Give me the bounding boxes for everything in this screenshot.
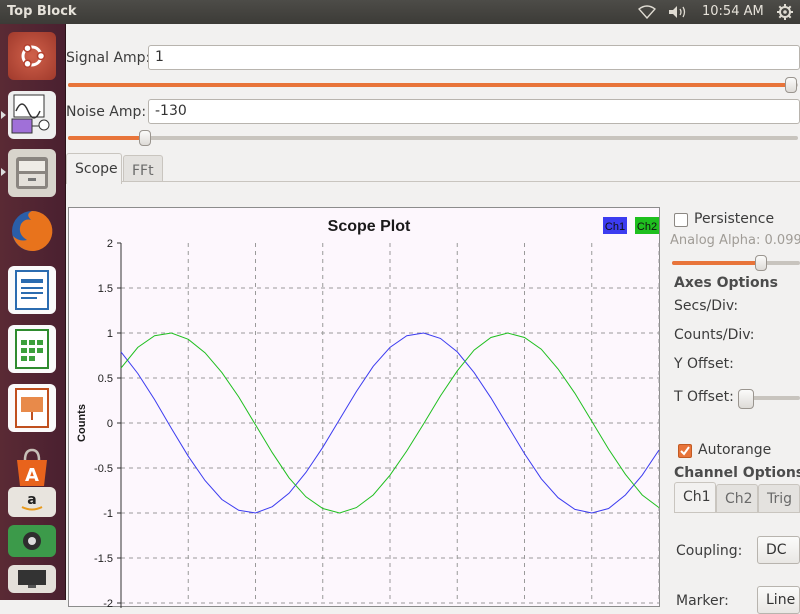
persistence-checkbox[interactable] xyxy=(674,213,688,227)
libreoffice-impress-icon[interactable] xyxy=(7,383,57,433)
launcher: A a xyxy=(0,24,66,600)
channel-tab-divider xyxy=(674,512,800,513)
marker-select[interactable]: Line Plot xyxy=(757,586,800,614)
y-tick-label: 0.5 xyxy=(98,373,113,385)
libreoffice-calc-icon[interactable] xyxy=(7,324,57,374)
system-top-bar: Top Block 10:54 AM xyxy=(0,0,800,24)
y-tick-label: 1.5 xyxy=(98,283,113,295)
tab-trig[interactable]: Trig xyxy=(758,484,800,512)
tab-ch2[interactable]: Ch2 xyxy=(716,484,758,512)
terminal-icon[interactable] xyxy=(7,524,57,558)
noise-amp-label: Noise Amp: xyxy=(66,104,146,120)
firefox-icon[interactable] xyxy=(7,206,57,256)
secs-div-label: Secs/Div: xyxy=(674,298,738,314)
coupling-select[interactable]: DC xyxy=(757,536,800,564)
autorange-checkbox[interactable] xyxy=(678,444,692,458)
files-icon[interactable] xyxy=(7,148,57,198)
signal-amp-slider-handle[interactable] xyxy=(785,77,797,93)
y-tick-label: 0 xyxy=(107,418,113,430)
svg-text:a: a xyxy=(27,492,36,508)
display-icon[interactable] xyxy=(7,564,57,594)
scope-plot-canvas: 21.510.50-0.5-1-1.5-2 Scope Plot Counts … xyxy=(69,208,661,608)
y-tick-label: -1 xyxy=(103,508,113,520)
analog-alpha-slider-fill xyxy=(672,261,760,265)
t-offset-label: T Offset: xyxy=(674,389,734,405)
legend-ch1: Ch1 xyxy=(603,217,627,234)
tab-fft[interactable]: FFt xyxy=(123,155,163,184)
legend-ch1-label: Ch1 xyxy=(605,221,625,233)
noise-amp-slider-handle[interactable] xyxy=(139,130,151,146)
scope-options-panel: Persistence Analog Alpha: 0.099 Axes Opt… xyxy=(670,206,800,600)
legend-ch2-label: Ch2 xyxy=(637,221,657,233)
autorange-label: Autorange xyxy=(698,442,771,458)
wifi-icon[interactable] xyxy=(636,2,658,22)
plot-grid xyxy=(121,243,659,603)
libreoffice-writer-icon[interactable] xyxy=(7,265,57,315)
app-window: Signal Amp: 1 Noise Amp: -130 Scope FFt … xyxy=(66,24,800,600)
ubuntu-dash-icon[interactable] xyxy=(7,31,57,81)
analog-alpha-label: Analog Alpha: 0.099 xyxy=(670,233,800,248)
plot-tick-labels: 21.510.50-0.5-1-1.5-2 xyxy=(94,238,113,608)
clock[interactable]: 10:54 AM xyxy=(702,4,764,19)
signal-amp-slider-fill xyxy=(68,83,790,87)
svg-text:A: A xyxy=(25,465,39,486)
volume-icon[interactable] xyxy=(666,2,690,22)
software-center-icon[interactable]: A xyxy=(7,442,57,492)
noise-amp-slider[interactable] xyxy=(68,136,798,140)
gear-icon[interactable] xyxy=(774,2,796,22)
tab-scope[interactable]: Scope xyxy=(66,153,122,184)
noise-amp-slider-fill xyxy=(68,136,144,140)
amazon-icon[interactable]: a xyxy=(7,486,57,518)
plot-title: Scope Plot xyxy=(328,218,411,235)
persistence-label: Persistence xyxy=(694,211,774,227)
signal-amp-label: Signal Amp: xyxy=(66,50,150,66)
plot-axes xyxy=(117,243,121,608)
y-offset-label: Y Offset: xyxy=(674,356,734,372)
channel-options-header: Channel Options xyxy=(674,465,800,481)
axes-options-header: Axes Options xyxy=(674,275,778,291)
analog-alpha-slider-handle[interactable] xyxy=(755,255,767,271)
legend-ch2: Ch2 xyxy=(635,217,659,234)
marker-label: Marker: xyxy=(676,593,729,609)
coupling-label: Coupling: xyxy=(676,543,742,559)
running-indicator xyxy=(1,111,6,119)
window-title: Top Block xyxy=(7,4,77,19)
signal-amp-input[interactable]: 1 xyxy=(148,45,800,70)
y-tick-label: 1 xyxy=(107,328,113,340)
y-tick-label: -1.5 xyxy=(94,553,113,565)
y-tick-label: -0.5 xyxy=(94,463,113,475)
tab-ch1[interactable]: Ch1 xyxy=(674,482,716,512)
t-offset-slider-handle[interactable] xyxy=(738,389,754,409)
noise-amp-input[interactable]: -130 xyxy=(148,99,800,124)
counts-div-label: Counts/Div: xyxy=(674,327,755,343)
plot-y-axis-label: Counts xyxy=(76,404,88,442)
running-indicator xyxy=(1,168,6,176)
y-tick-label: 2 xyxy=(107,238,113,250)
gnuradio-companion-icon[interactable] xyxy=(7,90,57,140)
